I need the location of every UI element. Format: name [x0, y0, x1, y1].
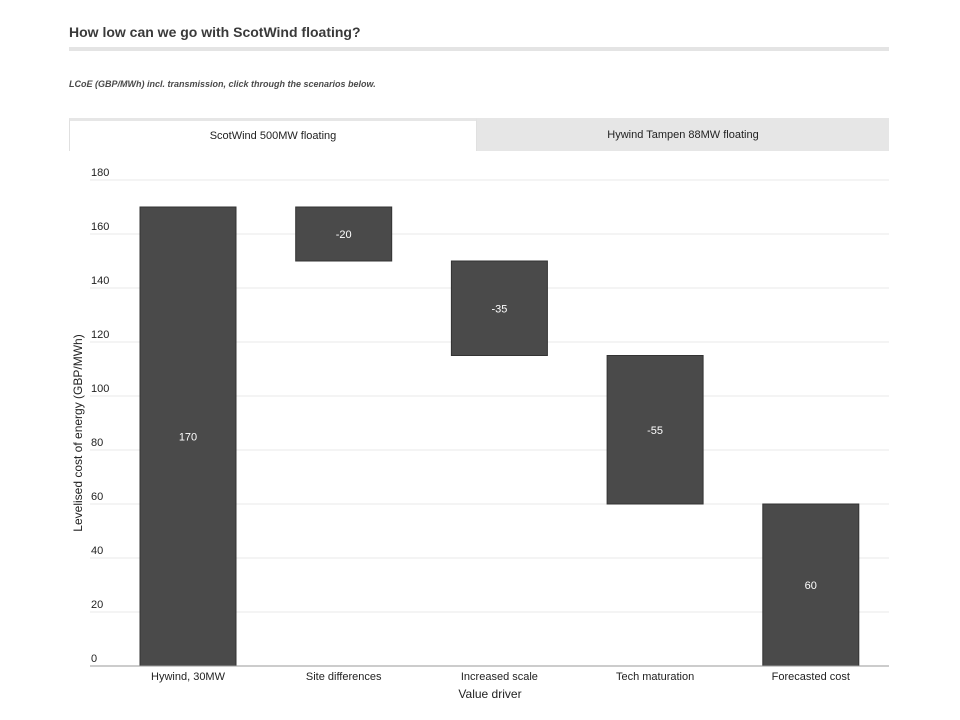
x-axis-title: Value driver — [458, 687, 521, 701]
bar-5 — [762, 503, 860, 667]
x-category-label: Increased scale — [461, 671, 538, 683]
y-tick-label: 100 — [91, 383, 109, 395]
tab-hywind-tampen-88mw[interactable]: Hywind Tampen 88MW floating — [477, 118, 889, 151]
y-tick-label: 180 — [91, 167, 109, 179]
y-tick-label: 0 — [91, 653, 97, 665]
bar-value-label: -35 — [491, 303, 507, 315]
y-tick-label: 120 — [91, 329, 109, 341]
y-tick-label: 80 — [91, 437, 103, 449]
bar-value-label: -55 — [647, 425, 663, 437]
chart-title: How low can we go with ScotWind floating… — [69, 24, 361, 40]
x-axis-categories: Hywind, 30MW Site differences Increased sc… — [151, 671, 850, 683]
y-tick-label: 40 — [91, 545, 103, 557]
x-category-label: Site differences — [306, 671, 382, 683]
bar-2 — [295, 206, 393, 262]
bar-value-label: -20 — [336, 229, 352, 241]
y-tick-label: 20 — [91, 599, 103, 611]
bars: 170 -20 -35 -55 60 — [139, 206, 860, 667]
bar-1 — [139, 206, 237, 667]
y-axis-ticks: 0 20 40 60 80 100 120 140 160 180 — [91, 167, 109, 665]
bar-value-label: 170 — [179, 432, 197, 444]
scenario-tabs: ScotWind 500MW floating Hywind Tampen 88… — [69, 118, 889, 151]
chart-subtitle: LCoE (GBP/MWh) incl. transmission, click… — [69, 79, 376, 89]
x-category-label: Forecasted cost — [772, 671, 850, 683]
y-axis-title: Levelised cost of energy (GBP/MWh) — [71, 334, 85, 531]
tab-scotwind-500mw[interactable]: ScotWind 500MW floating — [69, 118, 477, 151]
bar-4 — [606, 355, 704, 505]
x-category-label: Hywind, 30MW — [151, 671, 226, 683]
y-tick-label: 140 — [91, 275, 109, 287]
y-tick-label: 60 — [91, 491, 103, 503]
bar-3 — [450, 260, 548, 356]
y-tick-label: 160 — [91, 221, 109, 233]
title-divider — [69, 47, 889, 51]
x-category-label: Tech maturation — [616, 671, 694, 683]
bar-value-label: 60 — [805, 580, 817, 592]
